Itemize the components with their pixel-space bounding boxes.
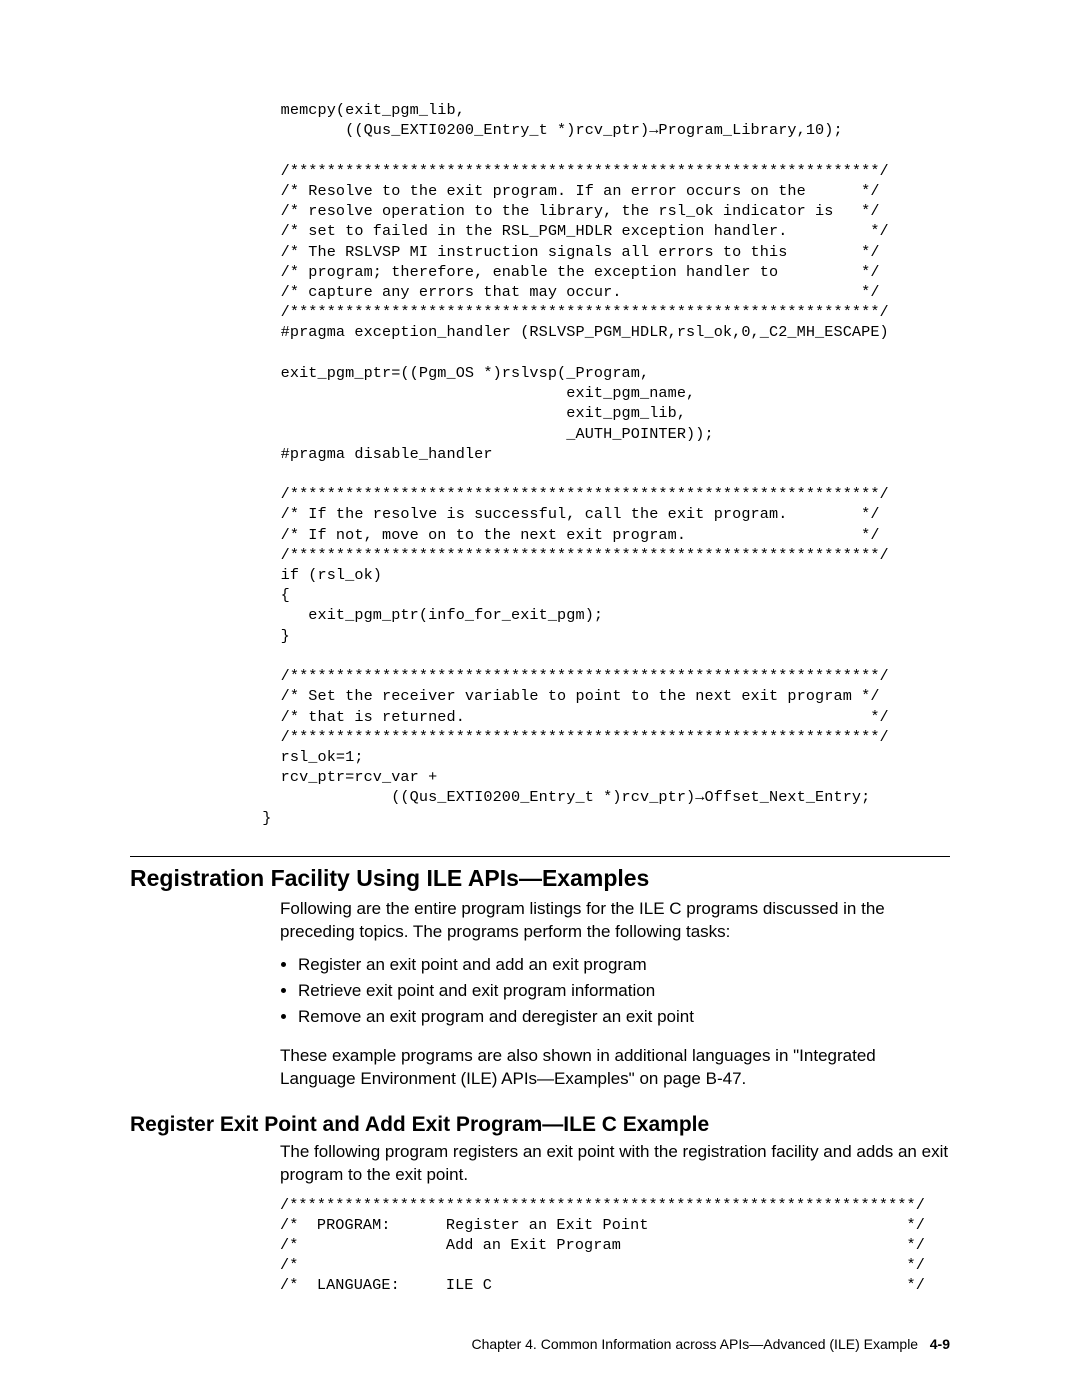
code-listing-2: /***************************************… [280,1195,950,1296]
section-rule [130,856,950,857]
section-body-1: Following are the entire program listing… [280,898,950,1091]
list-item: Remove an exit program and deregister an… [298,1004,950,1030]
intro-paragraph-2: These example programs are also shown in… [280,1045,950,1091]
sub-paragraph: The following program registers an exit … [280,1141,950,1187]
code-listing-1: memcpy(exit_pgm_lib, ((Qus_EXTI0200_Entr… [253,100,950,828]
footer-chapter-label: Chapter 4. Common Information across API… [471,1336,918,1352]
footer-page-number: 4-9 [930,1336,950,1352]
list-item: Retrieve exit point and exit program inf… [298,978,950,1004]
list-item: Register an exit point and add an exit p… [298,952,950,978]
page-footer: Chapter 4. Common Information across API… [130,1336,950,1352]
intro-paragraph-1: Following are the entire program listing… [280,898,950,944]
section-heading-registration: Registration Facility Using ILE APIs—Exa… [130,865,950,892]
section-body-2: The following program registers an exit … [280,1141,950,1296]
page-content: memcpy(exit_pgm_lib, ((Qus_EXTI0200_Entr… [0,0,1080,1392]
task-bullet-list: Register an exit point and add an exit p… [280,952,950,1031]
subsection-heading-register: Register Exit Point and Add Exit Program… [130,1113,950,1137]
